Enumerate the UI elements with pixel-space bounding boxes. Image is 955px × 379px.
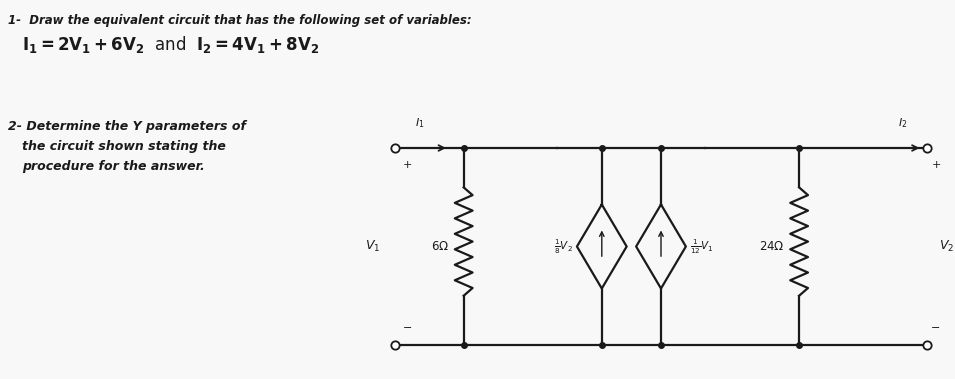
Text: $\mathbf{I_1=2V_1 + 6V_2}$  and  $\mathbf{I_2=4V_1 + 8V_2}$: $\mathbf{I_1=2V_1 + 6V_2}$ and $\mathbf{… (22, 34, 319, 55)
Text: +: + (931, 160, 941, 170)
Text: −: − (931, 323, 941, 333)
Text: −: − (402, 323, 412, 333)
Text: 2- Determine the Y parameters of: 2- Determine the Y parameters of (8, 120, 245, 133)
Text: $I_1$: $I_1$ (414, 116, 424, 130)
Text: procedure for the answer.: procedure for the answer. (22, 160, 204, 173)
Text: the circuit shown stating the: the circuit shown stating the (22, 140, 225, 153)
Text: $I_2$: $I_2$ (898, 116, 907, 130)
Text: +: + (402, 160, 412, 170)
Text: $V_1$: $V_1$ (365, 239, 380, 254)
Text: $\frac{1}{8}V_2$: $\frac{1}{8}V_2$ (554, 237, 573, 256)
Text: $6\Omega$: $6\Omega$ (431, 240, 449, 253)
Text: $24\Omega$: $24\Omega$ (758, 240, 784, 253)
Text: $V_2$: $V_2$ (939, 239, 954, 254)
Text: $\frac{1}{12}V_1$: $\frac{1}{12}V_1$ (690, 237, 713, 256)
Text: 1-  Draw the equivalent circuit that has the following set of variables:: 1- Draw the equivalent circuit that has … (8, 14, 472, 27)
